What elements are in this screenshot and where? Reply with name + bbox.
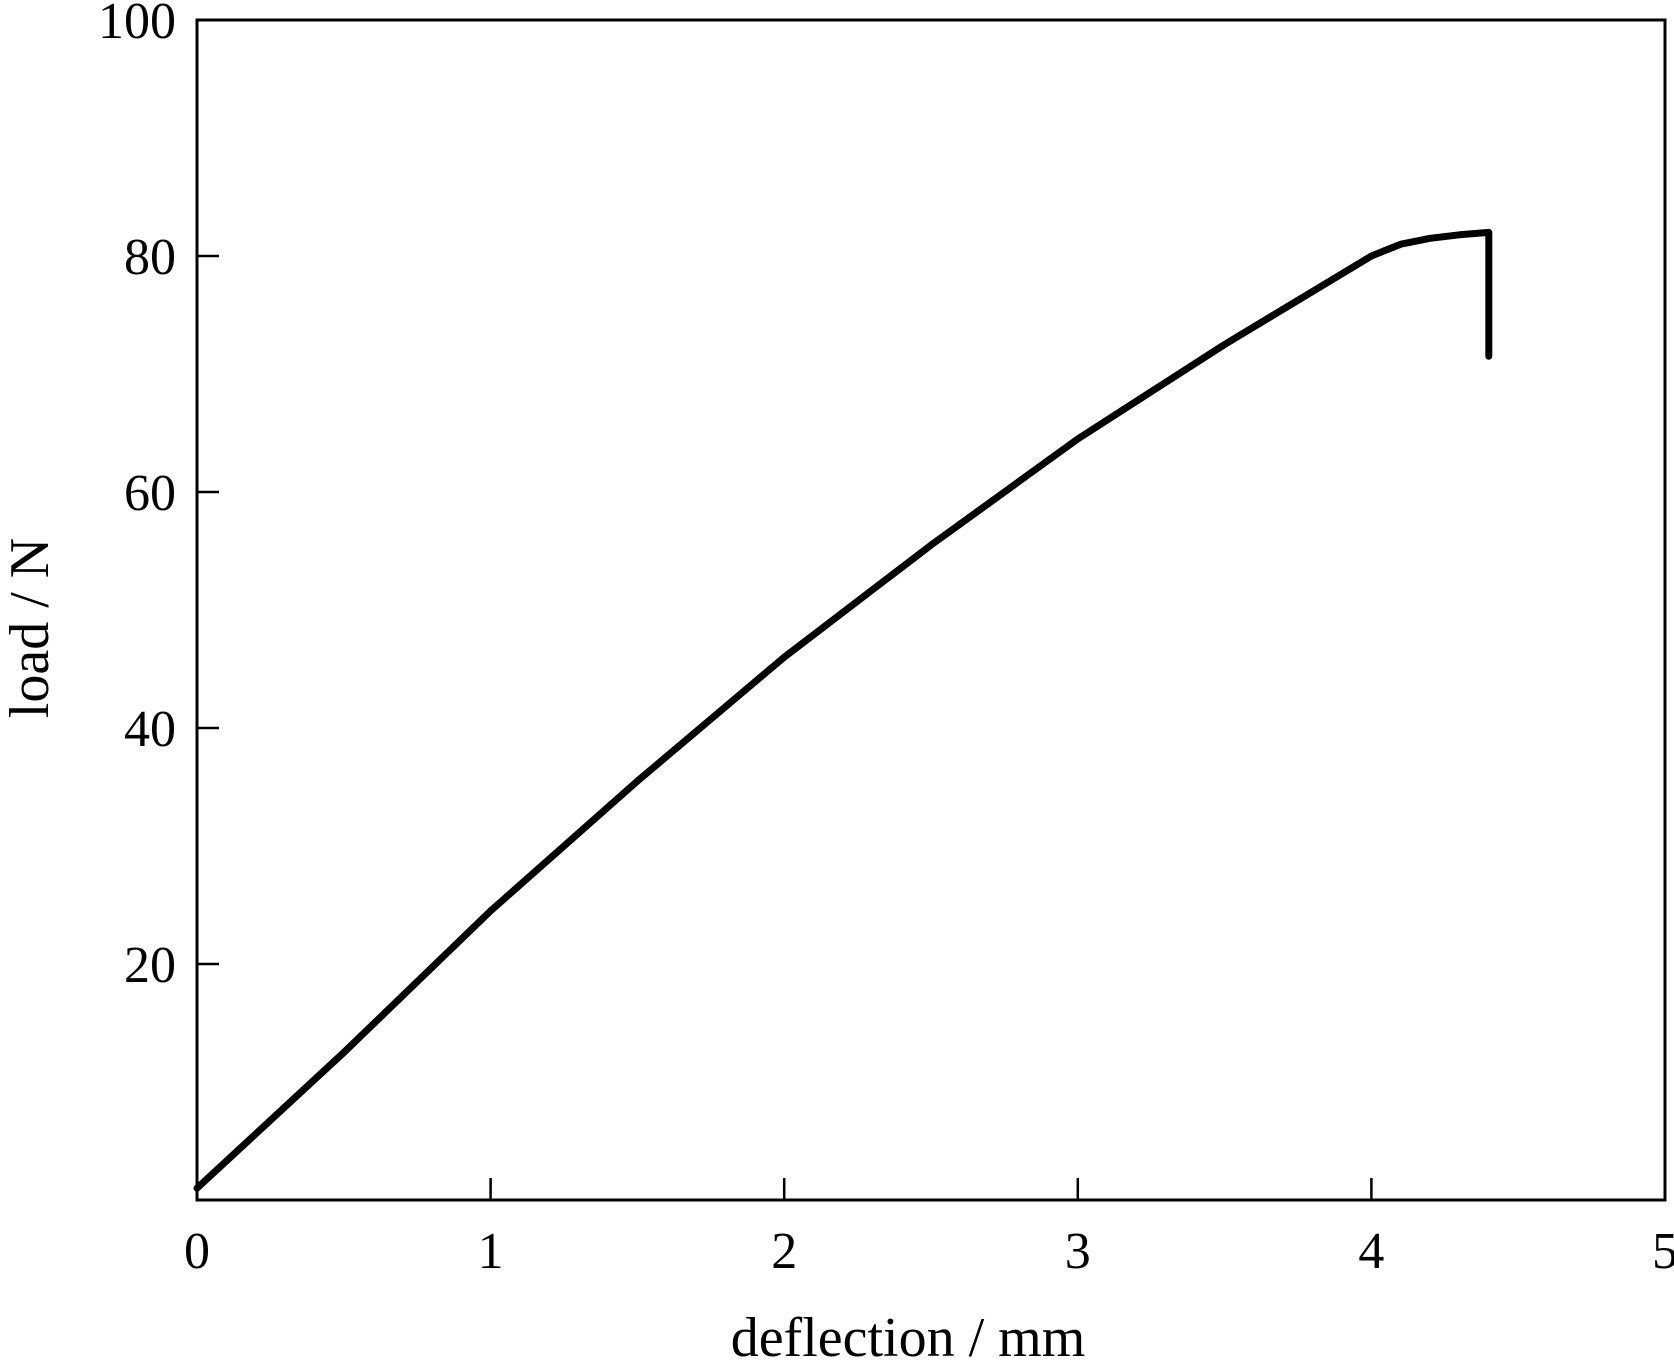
y-tick-label-100: 100 xyxy=(98,0,176,50)
x-axis-title: deflection / mm xyxy=(731,1307,1086,1367)
x-tick-label-1: 1 xyxy=(478,1223,504,1280)
y-tick-label-60: 60 xyxy=(124,465,176,522)
x-tick-label-2: 2 xyxy=(771,1223,797,1280)
x-tick-label-3: 3 xyxy=(1065,1223,1091,1280)
x-tick-label-4: 4 xyxy=(1358,1223,1384,1280)
y-tick-label-80: 80 xyxy=(124,229,176,286)
series-line-0 xyxy=(193,228,1493,1192)
x-tick-label-5: 5 xyxy=(1652,1223,1674,1280)
y-axis-title: load / N xyxy=(0,538,61,718)
x-tick-label-0: 0 xyxy=(184,1223,210,1280)
plot-frame xyxy=(195,18,1667,1202)
y-tick-label-40: 40 xyxy=(124,701,176,758)
y-tick-label-20: 20 xyxy=(124,937,176,994)
